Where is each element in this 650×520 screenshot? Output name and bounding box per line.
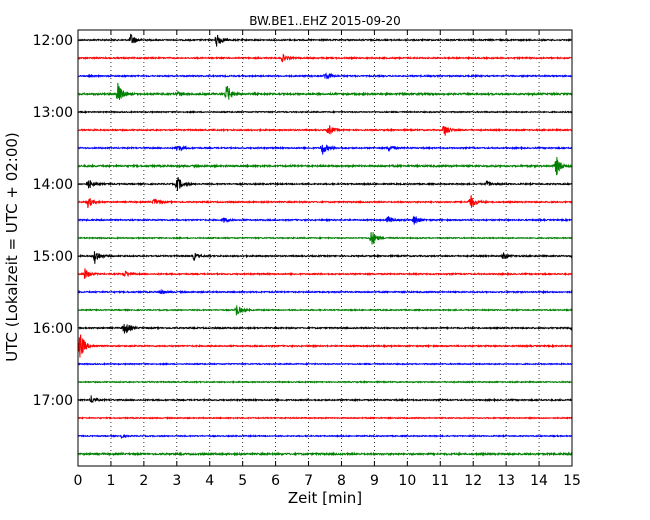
y-tick-label: 17:00: [33, 393, 73, 409]
seismic-trace-1430: [77, 215, 573, 225]
x-tick-label: 11: [431, 473, 449, 489]
seismic-trace-1330: [77, 144, 573, 155]
y-tick-label: 14:00: [33, 177, 73, 193]
seismic-trace-1515: [77, 268, 573, 279]
seismic-trace-1600: [77, 324, 573, 334]
x-tick-label: 9: [370, 473, 379, 489]
grid-lines: [110, 30, 540, 466]
x-tick-label: 10: [398, 473, 416, 489]
y-tick-label: 13:00: [33, 105, 73, 121]
y-tick-label: 12:00: [33, 33, 73, 49]
seismic-trace-1630: [77, 362, 573, 366]
x-tick-label: 8: [337, 473, 346, 489]
trace-layer: [77, 33, 573, 457]
x-tick-label: 15: [563, 473, 581, 489]
x-tick-label: 4: [205, 473, 214, 489]
x-tick-label: 13: [497, 473, 515, 489]
x-tick-label: 2: [139, 473, 148, 489]
seismic-trace-1345: [77, 157, 573, 176]
x-tick-label: 1: [106, 473, 115, 489]
plot-frame: [77, 29, 573, 467]
seismic-trace-1230: [77, 72, 573, 80]
seismic-trace-1745: [77, 451, 573, 457]
y-tick-label: 16:00: [33, 321, 73, 337]
seismic-trace-1715: [77, 415, 573, 421]
seismic-trace-1530: [77, 288, 573, 295]
x-tick-label: 7: [304, 473, 313, 489]
x-tick-label: 3: [172, 473, 181, 489]
seismic-trace-1200: [77, 33, 573, 47]
seismic-trace-1500: [77, 251, 573, 264]
x-axis: 0 1 2 3 4 5 6 7 8 9 10 11 12 13 14 15: [74, 30, 581, 489]
seismic-trace-1300: [77, 110, 573, 114]
seismic-trace-1400: [77, 177, 573, 192]
x-tick-label: 6: [271, 473, 280, 489]
seismic-trace-1700: [77, 395, 573, 404]
y-tick-label: 15:00: [33, 249, 73, 265]
seismic-trace-1645: [77, 379, 573, 384]
x-tick-label: 0: [74, 473, 83, 489]
seismic-trace-1730: [77, 434, 573, 440]
seismic-trace-1315: [77, 125, 573, 136]
seismic-trace-1415: [77, 195, 573, 209]
x-tick-label: 5: [238, 473, 247, 489]
seismic-trace-1545: [77, 305, 573, 316]
chart-title: BW.BE1..EHZ 2015-09-20: [249, 14, 401, 28]
x-tick-label: 12: [464, 473, 482, 489]
y-axis: 12:00 13:00 14:00 15:00 16:00 17:00: [33, 33, 572, 409]
seismic-trace-1215: [77, 53, 573, 63]
seismic-trace-1445: [77, 232, 573, 245]
seismic-trace-1615: [77, 334, 573, 358]
x-tick-label: 14: [530, 473, 548, 489]
x-axis-label: Zeit [min]: [288, 489, 362, 507]
y-axis-label: UTC (Lokalzeit = UTC + 02:00): [3, 132, 21, 362]
seismic-trace-1245: [77, 82, 573, 100]
